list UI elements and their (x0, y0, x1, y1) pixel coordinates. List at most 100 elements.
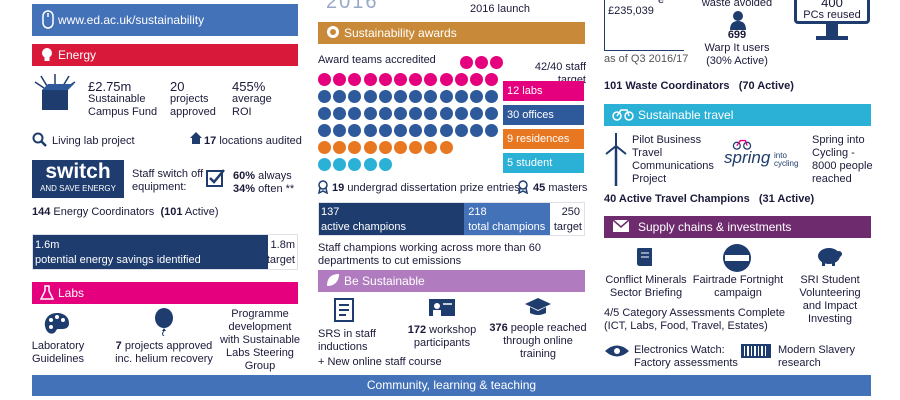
award-team-figure (424, 73, 438, 86)
waste-savings-amount: £235,039 (608, 5, 654, 17)
community-banner: Community, learning & teaching (32, 375, 871, 396)
projects-label: projects approved (170, 93, 216, 118)
switch-always: 60% always (233, 170, 292, 183)
sustainability-url[interactable]: www.ed.ac.uk/sustainability (58, 13, 205, 27)
energy-savings-bar: 1.6m potential energy savings identified… (32, 234, 298, 270)
conflict-minerals: Conflict Minerals Sector Briefing (605, 274, 687, 299)
award-team-figure (394, 73, 407, 86)
spring-logo-sub: into cycling (774, 151, 799, 168)
roi-value: 455% (232, 79, 266, 94)
award-team-figure (348, 124, 362, 137)
award-team-figure (378, 141, 392, 154)
category-offices[interactable]: 30 offices (503, 105, 584, 125)
award-team-figure (378, 107, 392, 120)
award-team-figure (333, 90, 347, 103)
piggy-bank-icon (815, 246, 843, 266)
roi-label: average ROI (232, 93, 272, 118)
book-icon (634, 246, 658, 270)
fairtrade-campaign: Fairtrade Fortnight campaign (692, 274, 784, 299)
waste-coordinators: 101 Waste Coordinators (70 Active) (604, 80, 794, 93)
award-team-figure (424, 141, 438, 154)
waste-coordinators-label: 101 Waste Coordinators (604, 80, 730, 92)
award-team-figure (394, 141, 407, 154)
launch-text: 2016 launch (470, 3, 530, 15)
award-team-figure (348, 107, 362, 120)
award-team-figure (378, 124, 392, 137)
url-banner[interactable]: www.ed.ac.uk/sustainability (32, 4, 298, 36)
eye-icon (604, 344, 630, 358)
award-team-figure (318, 158, 331, 171)
mouse-icon (42, 10, 54, 30)
award-team-figure (394, 90, 407, 103)
category-student-groups[interactable]: 5 student groups (503, 153, 584, 189)
award-team-figure (348, 141, 362, 154)
award-team-figure (363, 90, 377, 103)
awards-title: Sustainability awards (344, 26, 457, 40)
award-team-figure (454, 124, 468, 137)
travel-champions-active: (31 Active) (758, 193, 815, 205)
award-team-figure (490, 56, 504, 69)
online-training-label: people reached through online training (503, 322, 587, 360)
spring-cycling-logo: spring into cycling (724, 138, 804, 172)
travel-title: Sustainable travel (638, 108, 734, 122)
presentation-icon (428, 298, 456, 320)
energy-active-label: Active) (184, 206, 219, 218)
pc-monitor-base-icon (816, 36, 848, 40)
award-team-figure (439, 141, 453, 154)
switch-logo: switch AND SAVE ENERGY (32, 160, 124, 198)
workshop-label: workshop participants (413, 324, 477, 349)
search-icon (32, 132, 48, 148)
award-team-figure (318, 107, 331, 120)
category-labs[interactable]: 12 labs (503, 81, 584, 101)
active-champions-fill (319, 203, 465, 235)
award-team-figure (424, 107, 438, 120)
award-team-figure (470, 90, 483, 103)
workshop-count: 172 (407, 324, 427, 336)
award-team-figure (460, 56, 473, 69)
savings-chart-axis (604, 0, 605, 50)
pcs-label: PCs reused (803, 9, 861, 21)
dissertation-entries: 19 undergrad dissertation prize entries (332, 182, 520, 195)
helium-count: 7 (115, 340, 122, 352)
barcode-icon (741, 344, 771, 358)
always-label: always (258, 170, 292, 182)
award-team-figure (424, 124, 438, 137)
waste-as-of: as of Q3 2016/17 (604, 53, 689, 65)
switch-text: Staff switch off equipment: (132, 168, 204, 193)
year-title: 2016 (326, 0, 379, 13)
masters-label: masters (548, 182, 588, 194)
be-sustainable-header: Be Sustainable (318, 270, 585, 292)
switch-logo-title: switch (45, 160, 111, 183)
award-team-figure (363, 107, 377, 120)
award-team-figure (394, 107, 407, 120)
pcs-value: 400 (821, 0, 843, 10)
bicycle-icon (612, 107, 634, 121)
active-champions-label: active champions (321, 221, 406, 233)
user-icon (729, 10, 747, 30)
fairtrade-icon (722, 243, 752, 273)
award-team-figure (378, 73, 392, 86)
medal-dissertation-icon (318, 180, 328, 194)
award-team-figure (439, 90, 453, 103)
living-lab-label: Living lab project (52, 135, 135, 147)
always-value: 60% (233, 170, 256, 182)
award-team-figure (318, 124, 331, 137)
energy-title: Energy (58, 48, 97, 62)
departments-text: Staff champions working across more than… (318, 242, 541, 267)
online-training-count: 376 (489, 322, 508, 334)
savings-label: potential energy savings identified (35, 254, 201, 266)
often-label: often ** (258, 183, 295, 195)
award-team-figure (363, 141, 377, 154)
award-team-figure (485, 107, 499, 120)
spring-logo-text: spring (724, 148, 771, 167)
category-residences[interactable]: 9 residences (503, 129, 584, 149)
savings-chart-baseline (604, 50, 684, 51)
supply-title: Supply chains & investments (638, 220, 792, 234)
award-team-figure (394, 124, 407, 137)
energy-header: Energy (32, 44, 298, 66)
award-team-figure (454, 107, 468, 120)
energy-coordinators: 144 Energy Coordinators (101 Active) (32, 206, 219, 219)
medal-icon (326, 25, 340, 39)
award-team-figure (409, 141, 423, 154)
award-team-figure (485, 90, 499, 103)
